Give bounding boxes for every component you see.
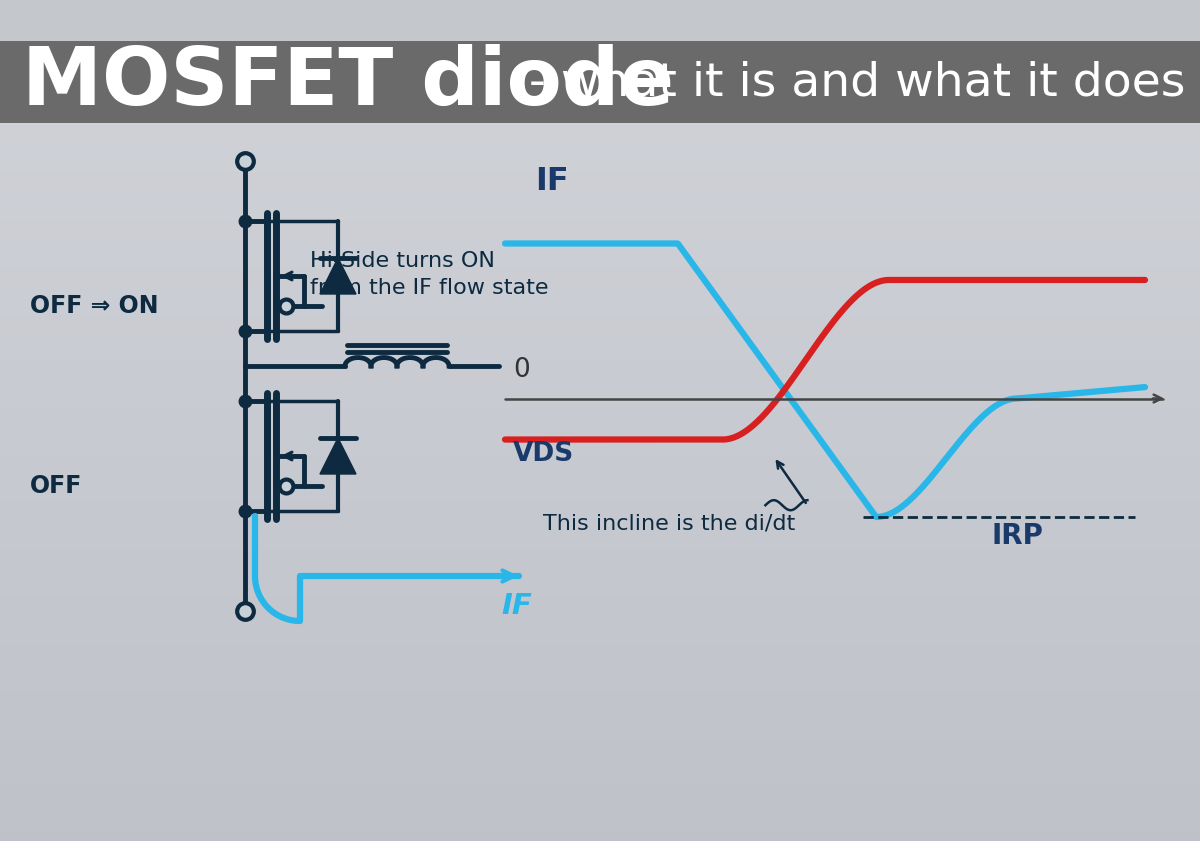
Polygon shape	[320, 258, 356, 294]
Text: OFF: OFF	[30, 474, 83, 498]
Text: 0: 0	[514, 357, 529, 383]
Text: from the IF flow state: from the IF flow state	[310, 278, 548, 298]
Text: OFF ⇒ ON: OFF ⇒ ON	[30, 294, 158, 318]
Text: Hi-Side turns ON: Hi-Side turns ON	[310, 251, 494, 271]
Polygon shape	[320, 438, 356, 474]
Text: VDS: VDS	[514, 441, 575, 467]
Text: IRP: IRP	[991, 522, 1043, 550]
Text: IF: IF	[535, 166, 569, 197]
Text: This incline is the di/dt: This incline is the di/dt	[544, 513, 796, 533]
Text: - what it is and what it does: - what it is and what it does	[514, 61, 1186, 105]
Text: MOSFET diode: MOSFET diode	[22, 44, 674, 122]
Text: IF: IF	[502, 592, 532, 620]
Bar	[0, 0, 1200, 41]
Bar	[0, 41, 1200, 123]
